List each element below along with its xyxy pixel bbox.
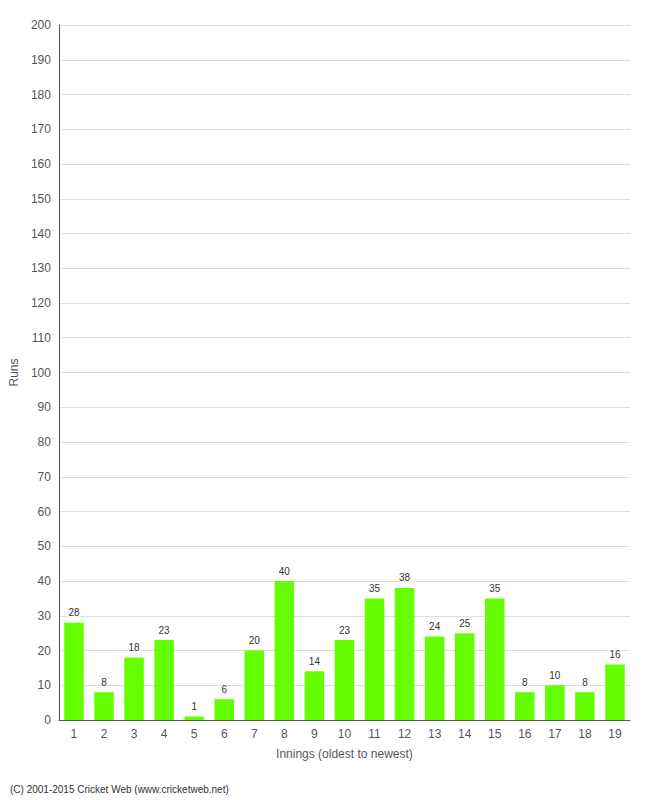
svg-text:30: 30 <box>38 609 52 623</box>
svg-text:2: 2 <box>101 727 108 741</box>
svg-text:24: 24 <box>429 621 441 632</box>
svg-text:200: 200 <box>31 18 51 32</box>
svg-text:(C) 2001-2015 Cricket Web (www: (C) 2001-2015 Cricket Web (www.cricketwe… <box>10 784 229 795</box>
svg-text:130: 130 <box>31 261 51 275</box>
svg-text:50: 50 <box>38 539 52 553</box>
svg-text:80: 80 <box>38 435 52 449</box>
svg-text:20: 20 <box>249 635 261 646</box>
svg-text:25: 25 <box>459 618 471 629</box>
svg-text:150: 150 <box>31 192 51 206</box>
svg-text:1: 1 <box>71 727 78 741</box>
svg-text:6: 6 <box>221 684 227 695</box>
svg-text:90: 90 <box>38 400 52 414</box>
svg-text:7: 7 <box>251 727 258 741</box>
svg-text:8: 8 <box>281 727 288 741</box>
svg-text:15: 15 <box>488 727 502 741</box>
svg-text:4: 4 <box>161 727 168 741</box>
svg-text:20: 20 <box>38 644 52 658</box>
svg-text:40: 40 <box>38 574 52 588</box>
svg-text:170: 170 <box>31 122 51 136</box>
svg-text:18: 18 <box>578 727 592 741</box>
svg-text:23: 23 <box>339 625 351 636</box>
svg-text:180: 180 <box>31 88 51 102</box>
svg-text:16: 16 <box>609 649 621 660</box>
svg-text:13: 13 <box>428 727 442 741</box>
svg-text:17: 17 <box>548 727 562 741</box>
svg-text:8: 8 <box>522 677 528 688</box>
svg-text:6: 6 <box>221 727 228 741</box>
svg-text:Innings (oldest to newest): Innings (oldest to newest) <box>276 747 413 761</box>
svg-text:28: 28 <box>68 607 80 618</box>
svg-text:12: 12 <box>398 727 412 741</box>
svg-text:8: 8 <box>101 677 107 688</box>
svg-text:120: 120 <box>31 296 51 310</box>
svg-text:Runs: Runs <box>7 358 21 386</box>
svg-text:8: 8 <box>582 677 588 688</box>
svg-text:160: 160 <box>31 157 51 171</box>
svg-text:14: 14 <box>309 656 321 667</box>
svg-text:11: 11 <box>368 727 381 741</box>
svg-text:10: 10 <box>549 670 561 681</box>
svg-text:23: 23 <box>159 625 171 636</box>
svg-text:35: 35 <box>369 583 381 594</box>
svg-text:35: 35 <box>489 583 501 594</box>
svg-text:40: 40 <box>279 566 291 577</box>
svg-text:110: 110 <box>32 331 51 345</box>
svg-text:140: 140 <box>31 227 51 241</box>
svg-text:9: 9 <box>311 727 318 741</box>
svg-text:5: 5 <box>191 727 198 741</box>
svg-text:19: 19 <box>608 727 622 741</box>
svg-text:16: 16 <box>518 727 532 741</box>
svg-text:38: 38 <box>399 572 411 583</box>
svg-text:100: 100 <box>31 366 51 380</box>
svg-text:60: 60 <box>38 505 52 519</box>
svg-text:0: 0 <box>44 713 51 727</box>
svg-text:10: 10 <box>338 727 352 741</box>
svg-text:70: 70 <box>38 470 52 484</box>
svg-text:10: 10 <box>38 678 52 692</box>
svg-text:3: 3 <box>131 727 138 741</box>
svg-text:18: 18 <box>129 642 141 653</box>
svg-text:14: 14 <box>458 727 472 741</box>
svg-text:1: 1 <box>191 701 197 712</box>
svg-text:190: 190 <box>31 53 51 67</box>
